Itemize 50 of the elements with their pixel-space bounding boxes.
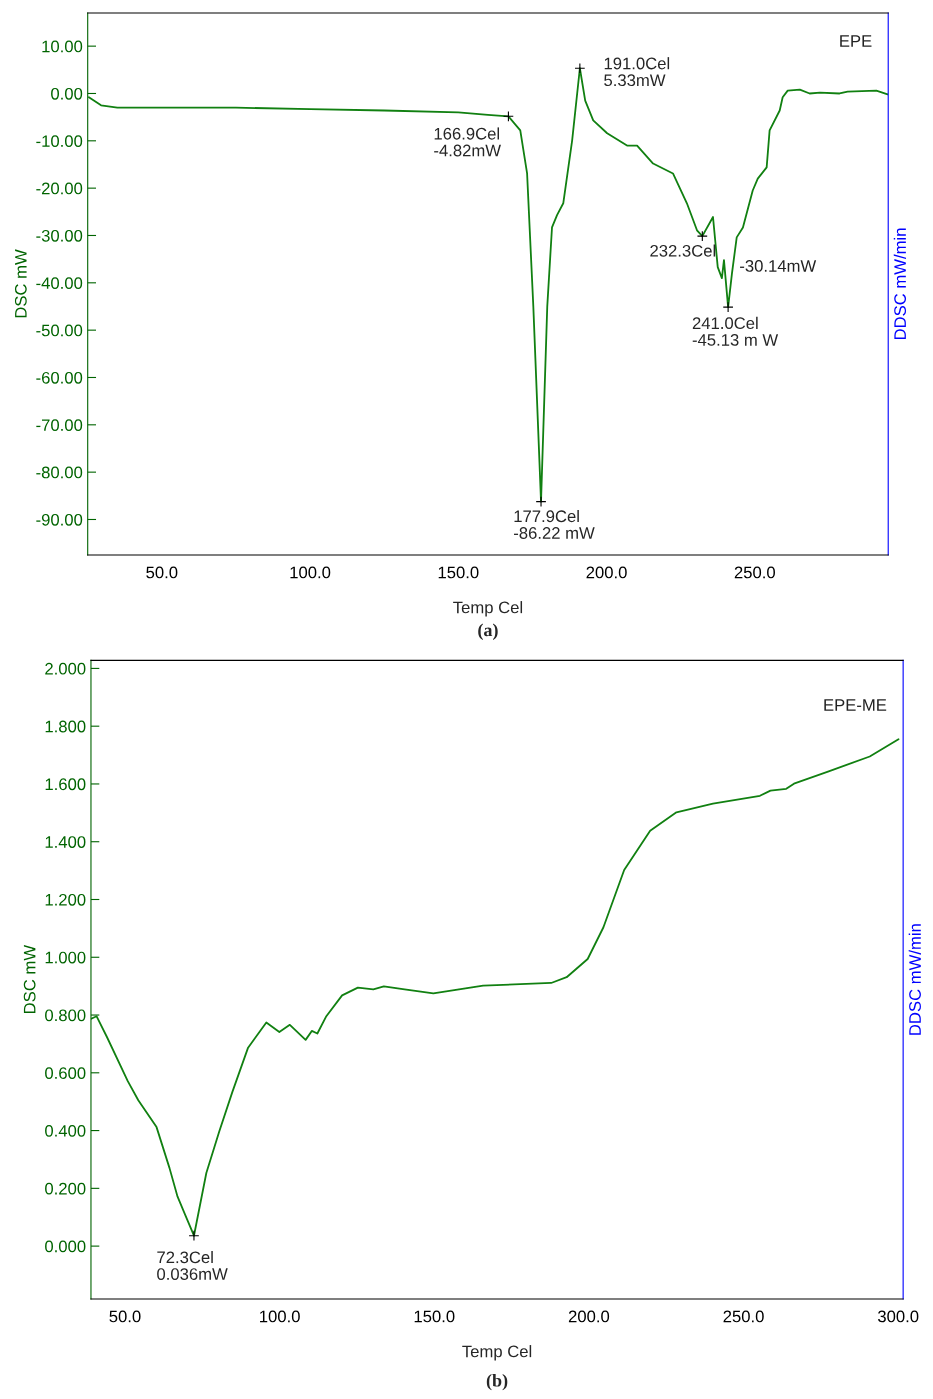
- y-tick-label: -60.00: [36, 371, 83, 384]
- annotation: EPE: [840, 35, 872, 47]
- y-tick-label: 1.600: [45, 778, 86, 791]
- y-tick-label: -40.00: [36, 277, 83, 290]
- x-tick-label: 250.0: [734, 566, 775, 579]
- y-tick-label: -70.00: [36, 419, 83, 432]
- y-tick-label: 0.400: [45, 1124, 86, 1137]
- annotation: 191.0Cel 5.33mW: [604, 57, 670, 87]
- annotation: EPE-ME: [824, 699, 887, 711]
- x-tick-label: 200.0: [586, 566, 627, 579]
- x-tick-label: 200.0: [568, 1310, 610, 1323]
- y-tick-label: 0.600: [45, 1067, 86, 1080]
- y-tick-label: 10.00: [42, 40, 83, 53]
- y-tick-label: 0.200: [45, 1182, 86, 1195]
- x-tick-label: 50.0: [146, 566, 178, 579]
- y-axis-title: DSC mW: [14, 249, 27, 318]
- y-tick-label: 0.000: [45, 1240, 86, 1253]
- y-tick-label: -10.00: [36, 135, 83, 148]
- y-tick-label: 0.800: [45, 1009, 86, 1022]
- x-tick-label: 150.0: [438, 566, 479, 579]
- y-tick-label: 2.000: [45, 662, 86, 675]
- y-tick-label: 1.400: [45, 836, 86, 848]
- annotation: -30.14mW: [740, 260, 817, 272]
- y-tick-label: -80.00: [36, 466, 83, 479]
- y2-axis-title: DDSC mW/min: [893, 228, 907, 340]
- y-tick-label: 1.000: [45, 951, 86, 964]
- x-tick-label: 150.0: [414, 1310, 455, 1323]
- x-tick-label: 300.0: [877, 1310, 919, 1323]
- text: (a): [478, 623, 498, 640]
- y-tick-label: -90.00: [36, 513, 83, 526]
- y2-axis-title: DDSC mW/min: [908, 924, 921, 1035]
- x-tick-label: 250.0: [723, 1310, 764, 1323]
- x-tick-label: 50.0: [109, 1310, 141, 1323]
- annotation: 232.3Cel: [650, 244, 716, 257]
- y-tick-label: 0.00: [51, 87, 83, 100]
- y-axis-title: DSC mW: [23, 944, 36, 1013]
- x-axis-title: Temp Cel: [453, 601, 523, 617]
- annotation: 166.9Cel -4.82mW: [434, 127, 501, 157]
- y-tick-label: -50.00: [36, 324, 83, 337]
- y-tick-label: 1.800: [45, 720, 86, 733]
- x-tick-label: 100.0: [290, 566, 331, 579]
- text: (b): [486, 1373, 508, 1391]
- annotation: 72.3Cel 0.036mW: [157, 1250, 228, 1280]
- annotation: 241.0Cel -45.13 m W: [692, 316, 779, 346]
- annotation: 177.9Cel -86.22 mW: [513, 509, 595, 539]
- x-tick-label: 100.0: [260, 1310, 300, 1323]
- y-tick-label: 1.200: [45, 893, 86, 906]
- x-axis-title: Temp Cel: [462, 1345, 532, 1361]
- y-tick-label: -20.00: [36, 182, 83, 195]
- y-tick-label: -30.00: [36, 229, 83, 242]
